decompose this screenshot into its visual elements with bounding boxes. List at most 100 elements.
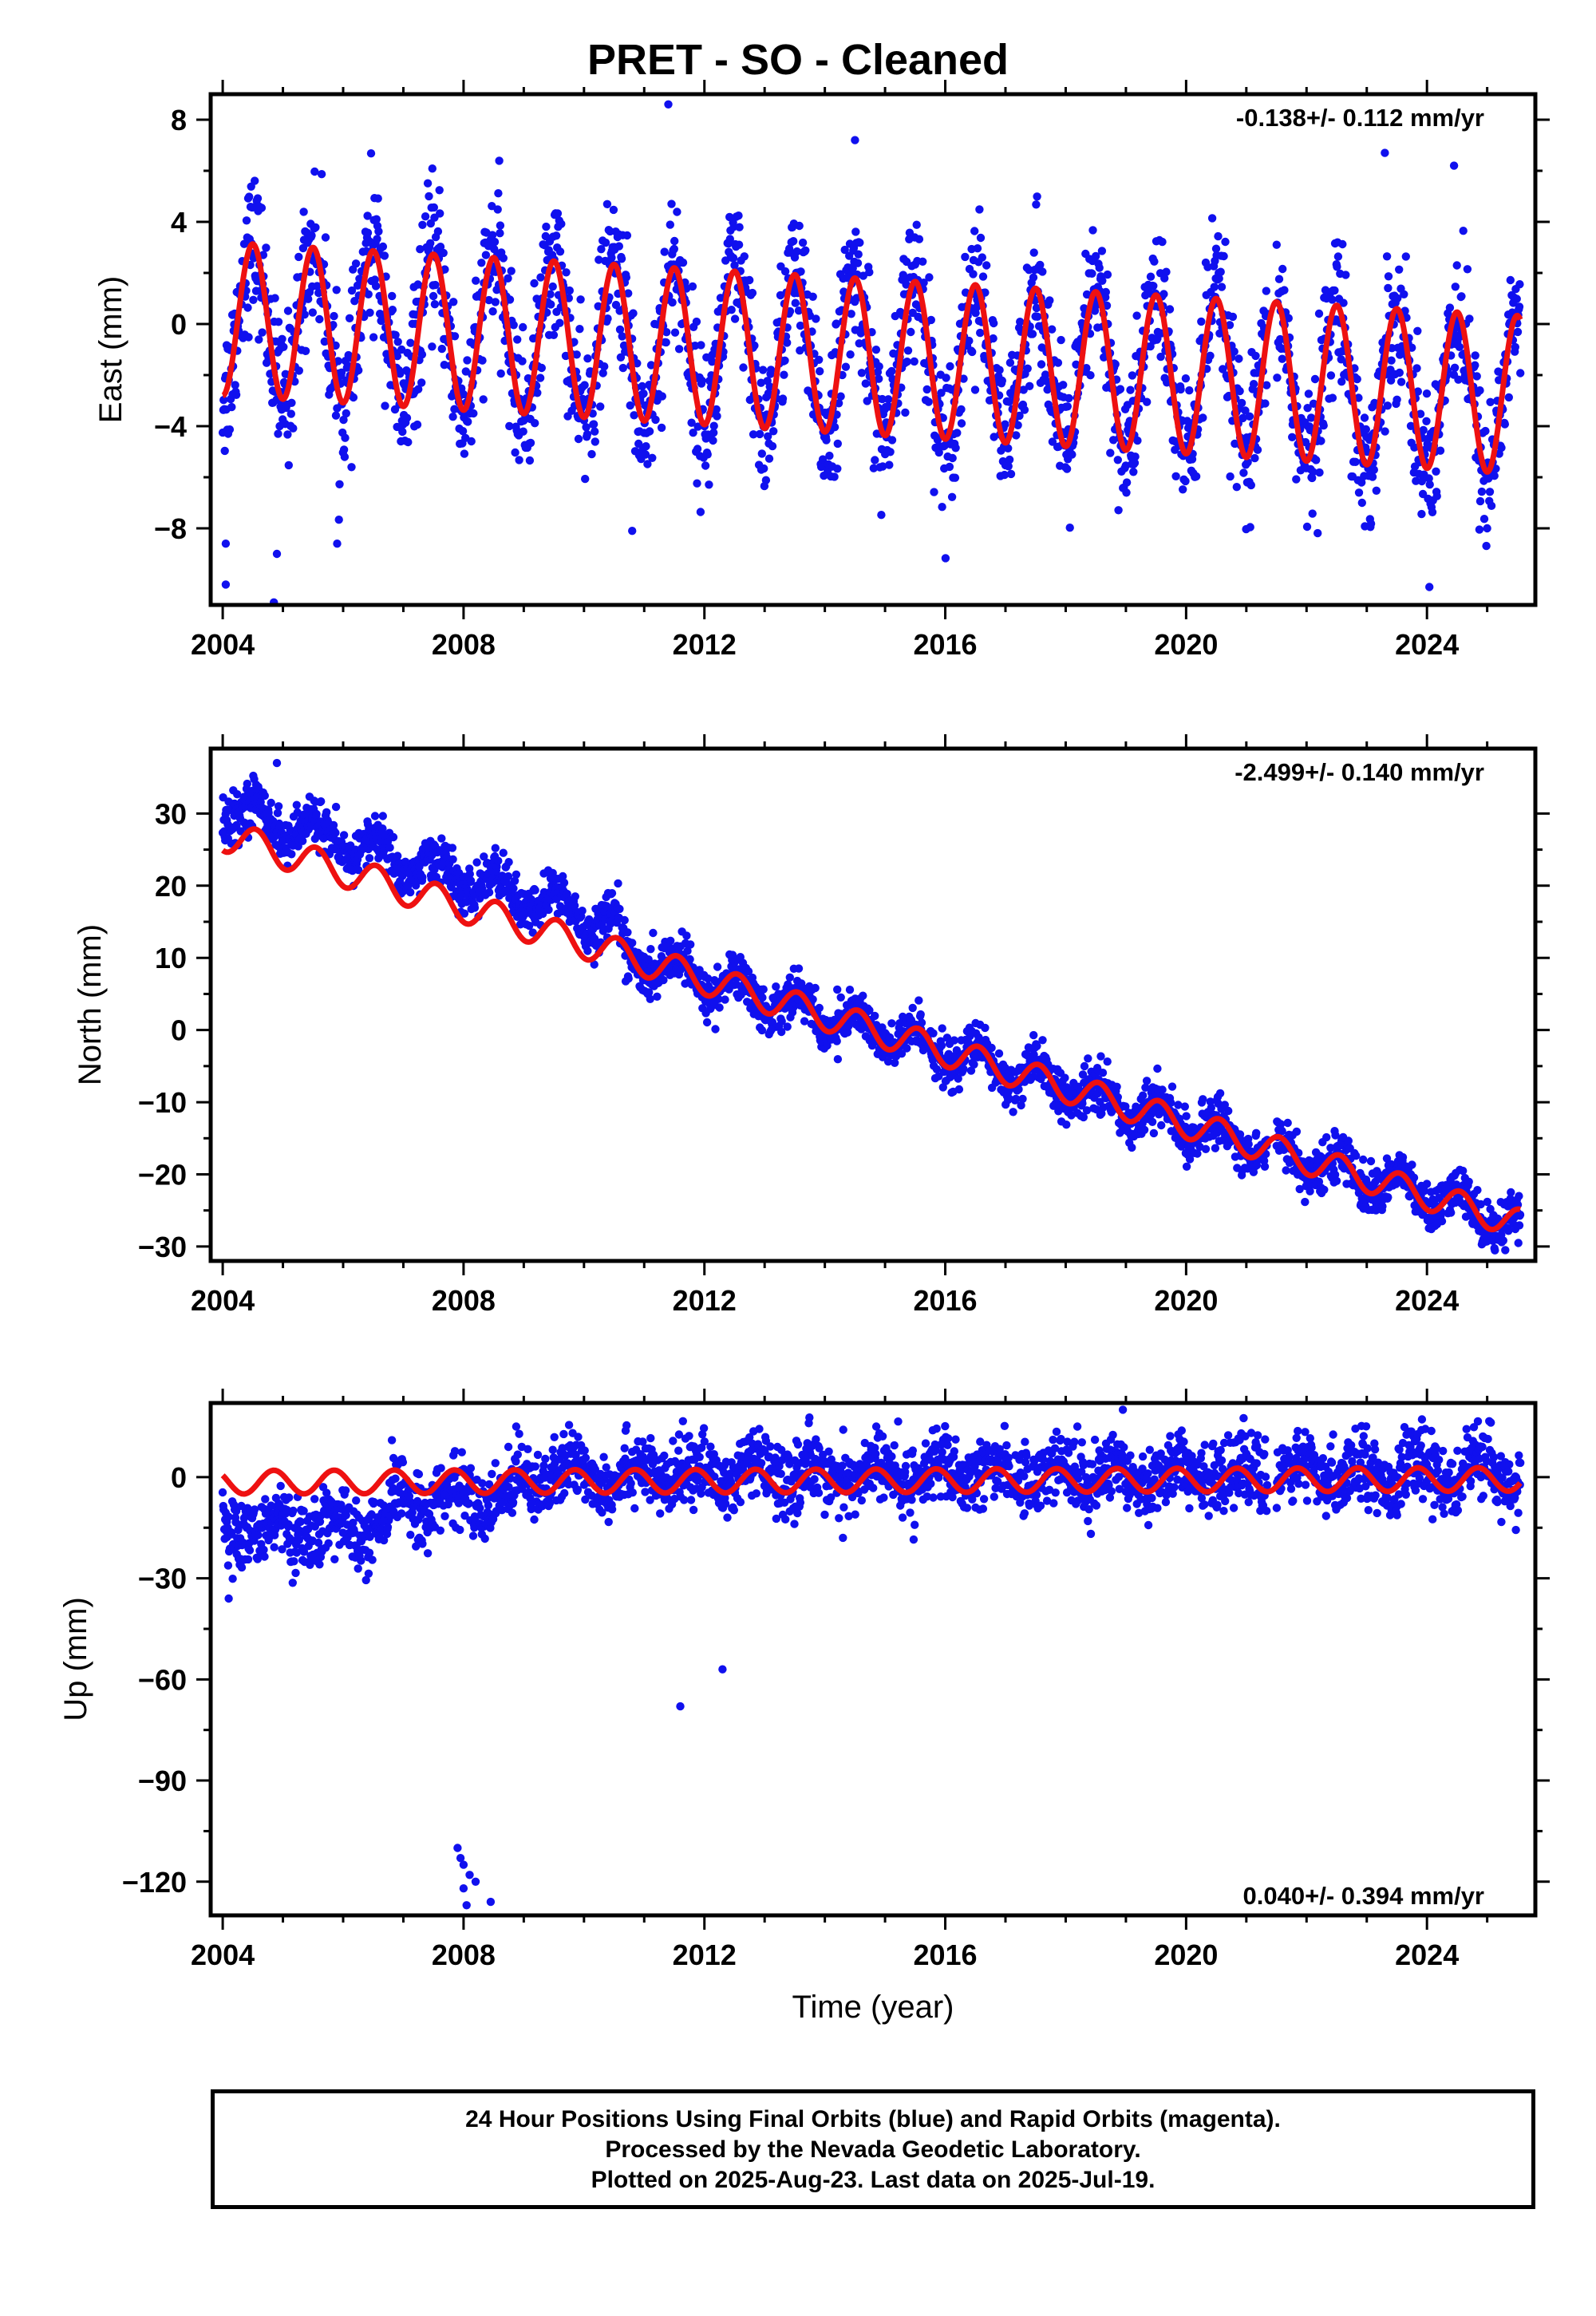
data-point	[1235, 354, 1243, 363]
data-point	[430, 300, 440, 309]
data-point	[1032, 303, 1041, 313]
data-point	[1103, 270, 1112, 279]
data-point	[1504, 393, 1514, 402]
data-point	[620, 915, 629, 925]
data-point	[481, 251, 491, 259]
data-point	[910, 357, 918, 366]
data-point	[749, 430, 758, 439]
data-point	[990, 318, 998, 328]
data-point	[942, 373, 950, 382]
data-point	[938, 503, 946, 512]
data-point	[772, 982, 780, 991]
data-point	[994, 1049, 1004, 1058]
data-point	[884, 395, 893, 404]
data-point	[220, 446, 229, 456]
data-point	[841, 362, 851, 371]
data-point	[851, 227, 860, 236]
data-point	[1062, 1120, 1071, 1129]
data-point	[709, 436, 717, 445]
data-point	[1368, 472, 1377, 481]
data-point	[1490, 472, 1499, 480]
data-point	[863, 397, 871, 405]
data-point	[871, 456, 879, 464]
data-point	[666, 936, 675, 946]
data-point	[709, 421, 718, 430]
data-point	[1457, 292, 1466, 301]
data-point	[859, 271, 868, 280]
data-point	[1153, 1064, 1162, 1073]
data-point	[1162, 267, 1171, 276]
data-point	[499, 254, 508, 263]
data-point	[255, 335, 263, 344]
data-point	[1310, 374, 1320, 384]
data-point	[1015, 411, 1024, 421]
data-point	[624, 289, 633, 298]
data-point	[317, 797, 326, 806]
data-point	[1284, 314, 1294, 322]
data-point	[812, 314, 820, 323]
data-point	[697, 341, 705, 350]
data-point	[622, 231, 632, 240]
data-point	[833, 464, 842, 473]
data-point	[575, 325, 584, 334]
data-point	[493, 205, 502, 214]
data-point	[1103, 1057, 1112, 1066]
data-point	[889, 349, 898, 358]
data-point	[871, 346, 881, 354]
data-point	[879, 462, 887, 471]
data-point	[1326, 371, 1336, 380]
data-point	[1037, 360, 1046, 369]
data-point	[1400, 290, 1408, 298]
data-point	[658, 392, 666, 401]
data-point	[231, 390, 241, 399]
y-tick-label: 8	[171, 104, 187, 136]
x-tick-label: 2004	[191, 628, 255, 661]
data-point	[1276, 334, 1285, 344]
data-point	[490, 237, 500, 247]
data-point	[1009, 1108, 1017, 1117]
data-point	[591, 437, 599, 446]
data-point	[1306, 413, 1316, 422]
data-point	[961, 252, 970, 262]
data-point	[421, 212, 430, 221]
data-point	[1216, 267, 1225, 276]
x-tick-label: 2016	[913, 628, 977, 661]
data-point	[1357, 478, 1366, 487]
data-point	[657, 423, 666, 433]
data-point	[839, 287, 848, 296]
data-point	[595, 255, 603, 264]
data-point	[978, 253, 987, 262]
data-point	[1215, 1089, 1225, 1098]
data-point	[965, 336, 974, 346]
data-point	[639, 389, 648, 398]
data-point	[1160, 274, 1169, 283]
data-point	[1262, 287, 1271, 295]
data-point	[393, 852, 402, 860]
data-point	[670, 236, 679, 246]
data-point	[624, 974, 633, 983]
data-point	[651, 415, 660, 425]
data-point	[1477, 487, 1487, 496]
data-point	[1481, 426, 1490, 436]
data-point	[388, 291, 397, 301]
data-point	[572, 350, 581, 359]
data-point	[954, 1085, 964, 1094]
data-point	[727, 306, 736, 314]
data-point	[1159, 290, 1168, 298]
data-point	[428, 164, 437, 173]
data-point	[794, 964, 804, 973]
data-point	[1475, 525, 1484, 534]
north-data-points	[218, 758, 1525, 1255]
data-point	[1319, 421, 1328, 430]
data-point	[596, 402, 605, 411]
data-point	[313, 282, 322, 290]
data-point	[623, 928, 632, 937]
east-y-axis-label: East (mm)	[93, 276, 128, 423]
data-point	[764, 454, 774, 463]
data-point	[887, 436, 897, 445]
data-point	[1384, 272, 1393, 281]
data-point	[877, 511, 886, 520]
data-point	[1112, 1082, 1121, 1092]
data-point	[830, 472, 839, 481]
data-point	[1401, 252, 1411, 261]
